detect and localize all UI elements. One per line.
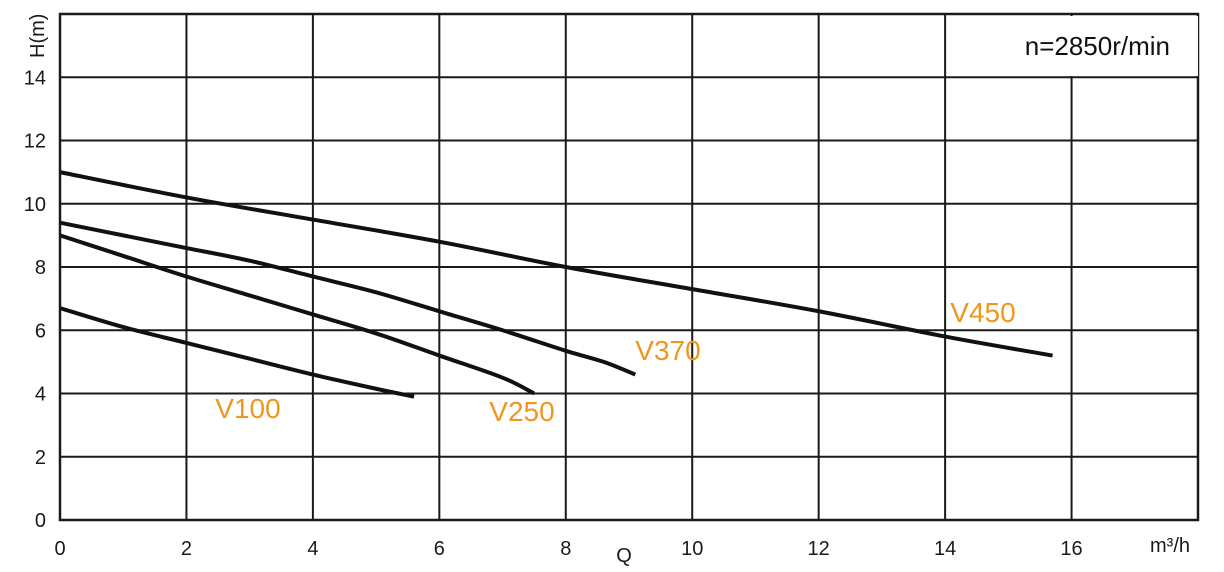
grid [60,14,1198,520]
x-tick-label: 4 [307,538,318,560]
curve-v370 [59,220,637,377]
speed-box [962,16,1198,76]
plot-frame [58,12,1200,522]
y-tick-label: 2 [35,447,46,469]
x-tick-label: 6 [434,538,445,560]
x-tick-label: 2 [181,538,192,560]
y-axis-label: H(m) [27,14,49,58]
speed-annotation: n=2850r/min [1025,31,1170,61]
curve-v100 [59,306,415,399]
plot-border [58,12,1200,522]
y-tick-label: 0 [35,510,46,532]
y-tick-label: 14 [24,67,46,89]
y-tick-label: 4 [35,384,46,406]
curve-v250 [59,233,536,396]
curve-v450 [59,170,1053,358]
x-tick-label: 8 [560,538,571,560]
series-label-v250: V250 [489,396,554,427]
x-axis-label: Q [616,545,632,567]
series-label-v370: V370 [635,335,700,366]
curves [59,170,1053,399]
tick-labels: 0 2 4 6 8 10 12 14 16 0 2 4 6 8 10 12 14 [24,67,1083,560]
x-tick-label: 12 [808,538,830,560]
x-axis-unit: m³/h [1150,535,1190,557]
y-tick-label: 8 [35,257,46,279]
series-label-v100: V100 [215,393,280,424]
x-tick-label: 14 [934,538,956,560]
y-tick-label: 10 [24,194,46,216]
series-labels: V100 V250 V370 V450 [215,297,1015,427]
x-tick-label: 10 [681,538,703,560]
series-label-v450: V450 [950,297,1015,328]
y-tick-label: 6 [35,320,46,342]
x-tick-label: 16 [1060,538,1082,560]
x-tick-label: 0 [54,538,65,560]
y-tick-label: 12 [24,131,46,153]
